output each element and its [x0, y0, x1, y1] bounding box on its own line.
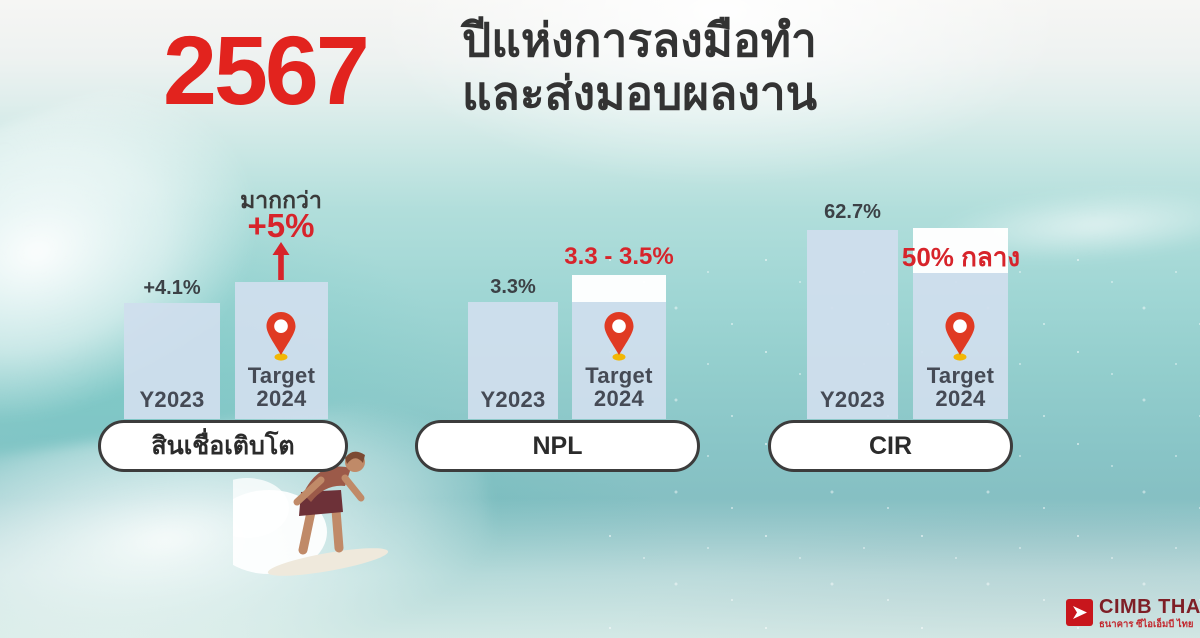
y2023-bar-label: Y2023: [480, 387, 546, 412]
map-pin-icon: [945, 312, 975, 361]
title-text: ปีแห่งการลงมือทำ และส่งมอบผลงาน: [462, 14, 817, 120]
target-value-label: +5%: [247, 207, 315, 244]
target-bar-label-line1: Target: [585, 363, 653, 388]
logo-brand-name: CIMB THAI: [1099, 596, 1200, 618]
logo-brand-subtitle: ธนาคาร ซีไอเอ็มบี ไทย: [1099, 619, 1194, 630]
y2023-bar: [468, 302, 558, 419]
map-pin-icon: [266, 312, 296, 361]
y2023-value-label: 62.7%: [824, 201, 881, 223]
target-bar-label-line1: Target: [247, 363, 316, 388]
y2023-value-label: 3.3%: [490, 276, 536, 298]
cimb-arrow-icon: [1066, 599, 1093, 626]
target-range-box: [913, 228, 1008, 273]
logo-text: CIMB THAI ธนาคาร ซีไอเอ็มบี ไทย: [1099, 597, 1200, 630]
target-bar-label-line2: 2024: [593, 386, 645, 411]
y2023-bar-label: Y2023: [819, 387, 886, 412]
y2023-bar: [807, 230, 898, 419]
surfer-photo: [233, 451, 389, 576]
target-bar-label: Target 2024: [235, 364, 328, 410]
target-annotation: มากกว่า: [240, 187, 322, 213]
y2023-bar: [124, 303, 220, 419]
target-range-box: [572, 275, 666, 302]
target-value-label: 3.3 - 3.5%: [564, 243, 674, 270]
target-bar-label-line2: 2024: [935, 386, 986, 411]
target-bar-label: Target 2024: [572, 364, 666, 410]
metric-pill-loan-growth: สินเชื่อเติบโต: [98, 420, 348, 472]
metric-pill-npl: NPL: [415, 420, 700, 472]
target-value-label: 50% กลาง: [901, 242, 1021, 272]
target-bar-label-line1: Target: [926, 363, 995, 388]
y2023-bar-label: Y2023: [139, 387, 205, 412]
title-year: 2567: [163, 16, 370, 125]
y2023-value-label: +4.1%: [143, 277, 201, 299]
title-line-2: และส่งมอบผลงาน: [462, 67, 818, 119]
target-bar-label-line2: 2024: [256, 386, 307, 411]
target-bar-label: Target 2024: [913, 364, 1008, 410]
metric-pill-cir: CIR: [768, 420, 1013, 472]
cimb-thai-logo: CIMB THAI ธนาคาร ซีไอเอ็มบี ไทย: [1066, 597, 1200, 630]
up-arrow-icon: [272, 242, 290, 280]
title-line-1: ปีแห่งการลงมือทำ: [462, 14, 817, 66]
map-pin-icon: [604, 312, 634, 361]
